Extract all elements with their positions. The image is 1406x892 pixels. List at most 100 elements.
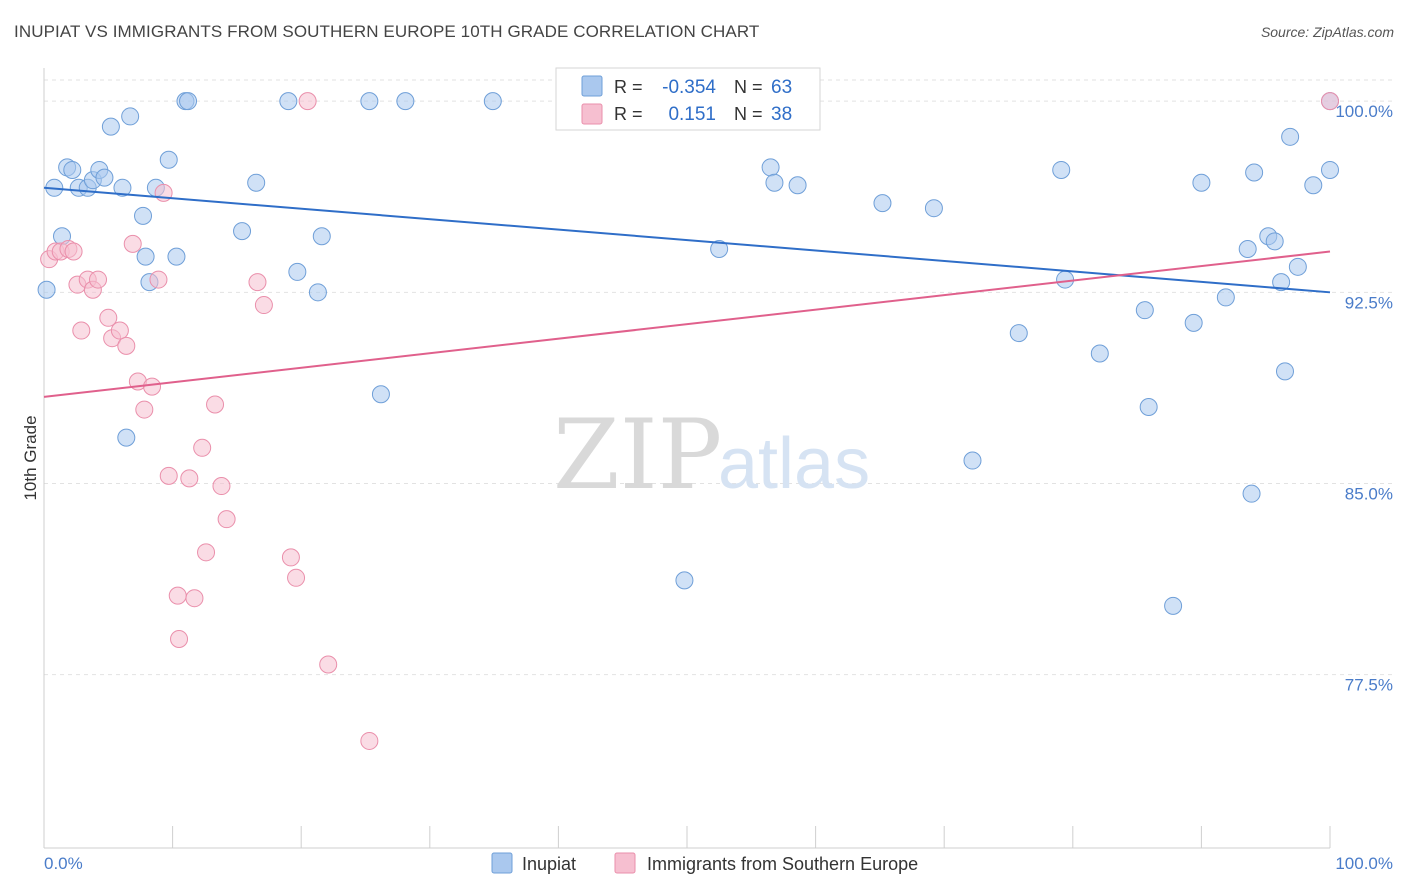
inupiat-point <box>1052 160 1071 179</box>
immigrants-point <box>217 510 236 529</box>
bottom-legend-label-inupiat: Inupiat <box>522 854 576 874</box>
inupiat-point <box>95 168 114 187</box>
inupiat-point <box>788 176 807 195</box>
immigrants-point <box>298 92 317 111</box>
inupiat-point <box>924 199 943 218</box>
inupiat-point <box>233 222 252 241</box>
x-tick-label-max: 100.0% <box>1335 854 1393 873</box>
y-tick-label: 100.0% <box>1335 102 1393 121</box>
immigrants-point <box>287 568 306 587</box>
immigrants-points <box>40 92 1339 750</box>
immigrants-point <box>170 629 189 648</box>
y-tick-labels: 100.0% 92.5% 85.0% 77.5% <box>1335 102 1393 695</box>
legend-swatch-immigrants <box>581 103 603 125</box>
inupiat-point <box>37 280 56 299</box>
inupiat-point <box>1281 127 1300 146</box>
inupiat-point <box>710 239 729 258</box>
immigrants-trend-line <box>43 250 1331 398</box>
inupiat-point <box>761 158 780 177</box>
inupiat-point <box>1321 160 1339 179</box>
bottom-legend-swatch-immigrants <box>614 852 636 874</box>
y-tick-label: 92.5% <box>1345 293 1393 312</box>
immigrants-point <box>248 273 267 292</box>
inupiat-point <box>279 92 298 111</box>
legend-r-label-1: R = <box>614 104 643 124</box>
inupiat-point <box>134 206 153 225</box>
inupiat-point <box>1288 257 1307 276</box>
inupiat-point <box>1139 398 1158 417</box>
watermark-zip: ZIP <box>553 399 722 511</box>
inupiat-point <box>371 385 390 404</box>
immigrants-point <box>206 395 225 414</box>
inupiat-point <box>159 150 178 169</box>
inupiat-point <box>113 178 132 197</box>
inupiat-point <box>1238 239 1257 258</box>
inupiat-point <box>1216 288 1235 307</box>
immigrants-point <box>360 731 379 750</box>
inupiat-point <box>1245 163 1264 182</box>
inupiat-point <box>288 262 307 281</box>
x-tick-marks <box>43 826 1331 848</box>
legend-r-label-0: R = <box>614 77 643 97</box>
legend-n-value-1: 38 <box>771 104 792 125</box>
inupiat-point <box>1192 173 1211 192</box>
immigrants-point <box>72 321 91 340</box>
immigrants-point <box>117 336 136 355</box>
x-tick-label-min: 0.0% <box>44 854 83 873</box>
inupiat-point <box>1265 232 1284 251</box>
inupiat-point <box>1184 313 1203 332</box>
inupiat-point <box>873 194 892 213</box>
inupiat-point <box>63 160 82 179</box>
inupiat-point <box>963 451 982 470</box>
inupiat-point <box>396 92 415 111</box>
inupiat-point <box>1056 270 1075 289</box>
inupiat-points <box>37 92 1339 615</box>
immigrants-point <box>180 469 199 488</box>
inupiat-point <box>675 571 694 590</box>
immigrants-point <box>197 543 216 562</box>
immigrants-point <box>281 548 300 567</box>
watermark: ZIP atlas <box>553 399 870 511</box>
inupiat-point <box>101 117 120 136</box>
immigrants-point <box>123 234 142 253</box>
inupiat-point <box>136 247 155 266</box>
stats-legend: R = -0.354 N = 63 R = 0.151 N = 38 <box>555 67 821 131</box>
inupiat-point <box>360 92 379 111</box>
legend-n-label-1: N = <box>734 104 763 124</box>
legend-swatch-inupiat <box>581 75 603 97</box>
inupiat-point <box>1135 301 1154 320</box>
immigrants-point <box>143 377 162 396</box>
immigrants-point <box>159 466 178 485</box>
immigrants-point <box>254 296 273 315</box>
inupiat-point <box>167 247 186 266</box>
y-tick-label: 77.5% <box>1345 676 1393 695</box>
inupiat-point <box>483 92 502 111</box>
inupiat-point <box>312 227 331 246</box>
inupiat-point <box>121 107 140 126</box>
inupiat-point <box>117 428 136 447</box>
legend-n-value-0: 63 <box>771 77 792 98</box>
immigrants-point <box>135 400 154 419</box>
bottom-legend-label-immigrants: Immigrants from Southern Europe <box>647 854 918 874</box>
source-label: Source: ZipAtlas.com <box>1260 24 1394 40</box>
immigrants-point <box>149 270 168 289</box>
immigrants-point <box>193 438 212 457</box>
watermark-atlas: atlas <box>718 424 870 504</box>
inupiat-point <box>1090 344 1109 363</box>
series-legend: Inupiat Immigrants from Southern Europe <box>491 852 918 874</box>
inupiat-point <box>1164 596 1183 615</box>
grid-lines <box>44 79 1393 676</box>
immigrants-point <box>319 655 338 674</box>
immigrants-point <box>99 308 118 327</box>
inupiat-point <box>1242 484 1261 503</box>
chart-title: INUPIAT VS IMMIGRANTS FROM SOUTHERN EURO… <box>14 22 760 41</box>
inupiat-point <box>1304 176 1323 195</box>
immigrants-point <box>64 242 83 261</box>
inupiat-point <box>1275 362 1294 381</box>
inupiat-point <box>179 92 198 111</box>
immigrants-point <box>168 586 187 605</box>
immigrants-point <box>110 321 129 340</box>
legend-r-value-1: 0.151 <box>668 104 716 125</box>
inupiat-point <box>1272 273 1291 292</box>
